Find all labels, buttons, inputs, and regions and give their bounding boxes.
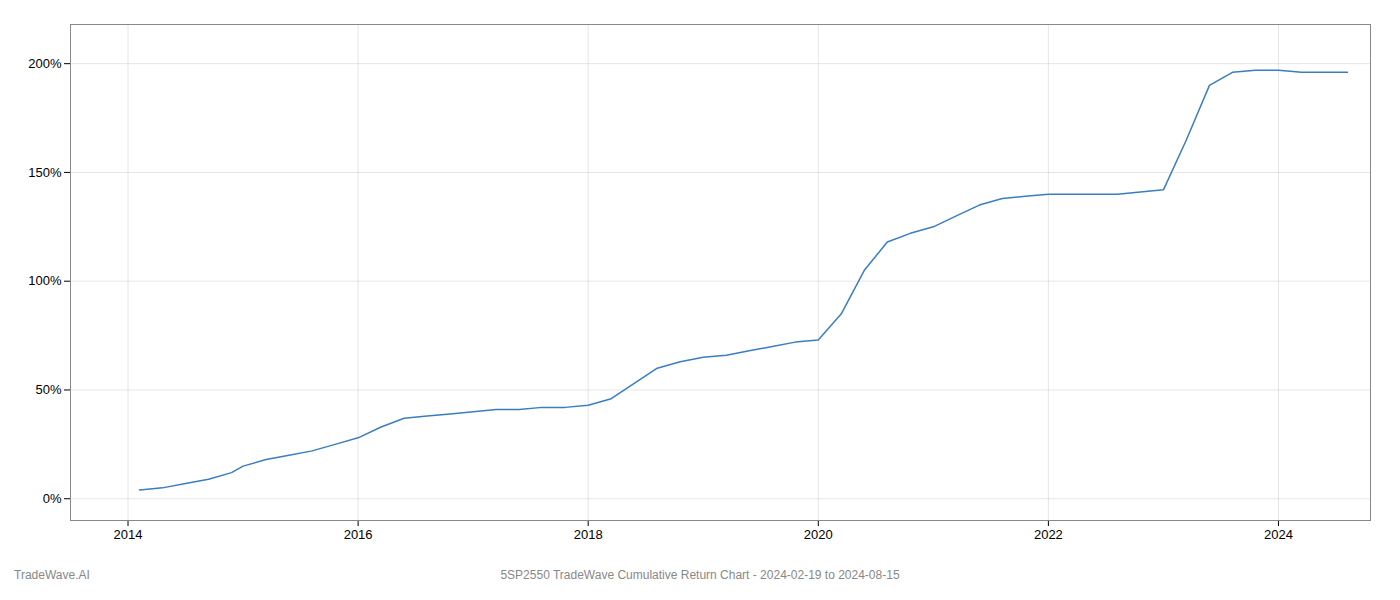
svg-text:50%: 50%	[35, 382, 61, 397]
svg-text:2020: 2020	[804, 527, 833, 542]
svg-text:2022: 2022	[1034, 527, 1063, 542]
svg-text:150%: 150%	[28, 165, 62, 180]
svg-text:2018: 2018	[574, 527, 603, 542]
svg-text:200%: 200%	[28, 56, 62, 71]
svg-text:100%: 100%	[28, 273, 62, 288]
svg-text:2014: 2014	[114, 527, 143, 542]
svg-text:2016: 2016	[344, 527, 373, 542]
html-text:TradeWave.AI: TradeWave.AI	[14, 568, 90, 582]
svg-text:0%: 0%	[43, 491, 62, 506]
svg-text:2024: 2024	[1264, 527, 1293, 542]
html-text:5SP2550 TradeWave Cumulative R: 5SP2550 TradeWave Cumulative Return Char…	[500, 568, 900, 582]
